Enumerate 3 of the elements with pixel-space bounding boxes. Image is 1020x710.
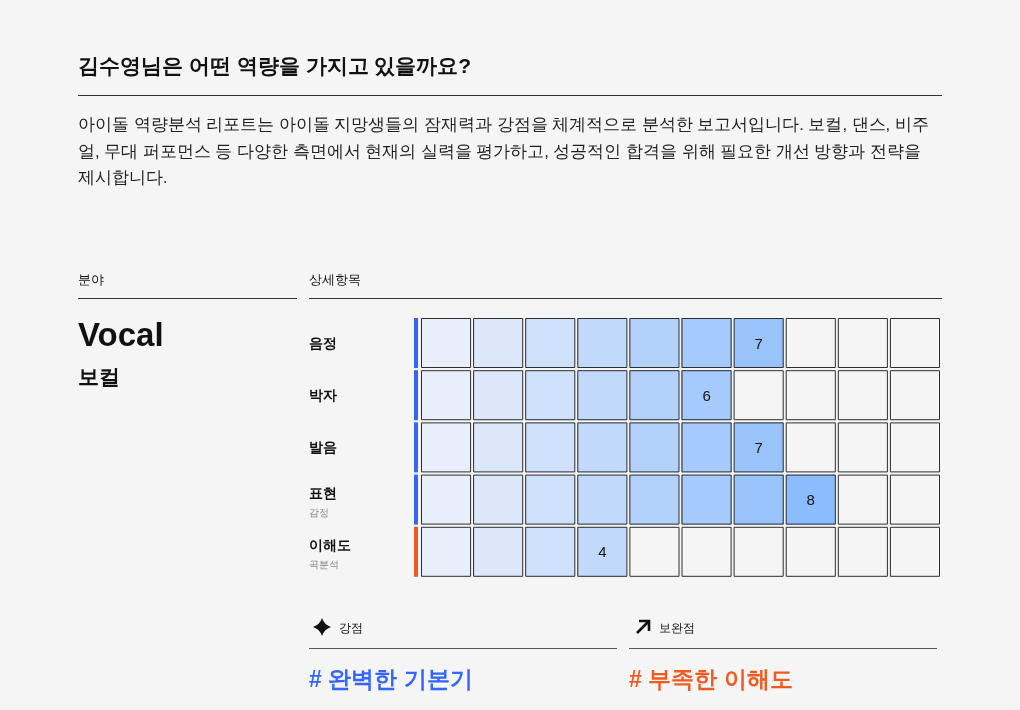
title: 김수영님은 어떤 역량을 가지고 있을까요? [78,53,472,79]
ylabel: 상세항목 [309,272,361,287]
subtitle: 아이돌 역량분석 리포트는 아이돌 지망생들의 잠재력과 강점을 체계적으로 분석한 보고서입니다. 보컬, 댄스, 비주얼, 무대 퍼포먼스 등 다양한 측면에서 현재의 실력을 평가하고, 성공적인 합격을 위해 필요한 개선 방향과 전략을 제시합니다. [78,114,930,188]
